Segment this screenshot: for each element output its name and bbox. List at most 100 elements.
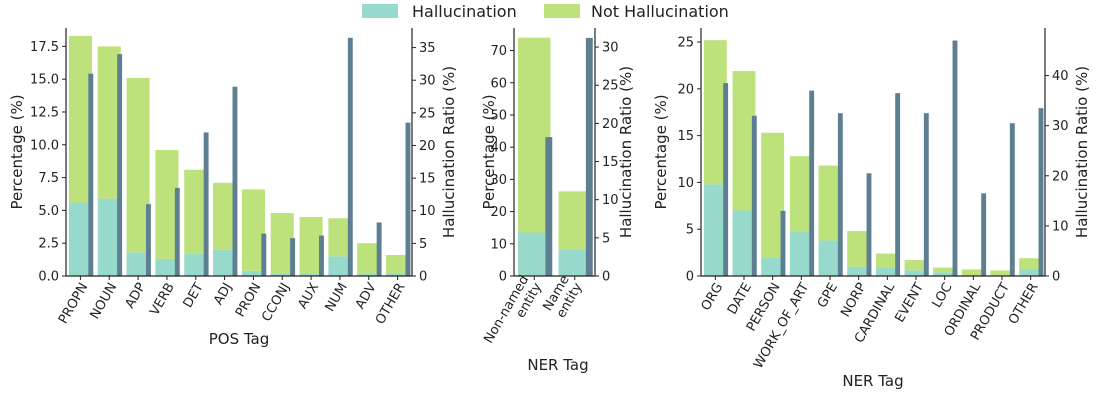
bar-not-hallucination [68,35,92,203]
y-axis-label: Percentage (%) [8,94,26,209]
bar-hallucination-ratio [203,132,209,276]
bar-hallucination [732,210,756,276]
x-tick-label: LOC [930,281,956,311]
bar-not-hallucination [933,267,957,273]
y2-tick-label: 0 [419,270,427,285]
bar-hallucination-ratio [837,113,843,276]
bar-hallucination-ratio [146,204,151,276]
y2-tick-label: 15 [602,155,619,170]
y2-tick-label: 10 [1052,219,1069,234]
bar-hallucination [875,267,899,276]
y-tick-label: 10.0 [30,138,59,153]
y-tick-label: 10 [677,176,694,191]
y2-tick-label: 0 [602,270,610,285]
y2-tick-label: 15 [419,172,436,187]
bar-hallucination [126,252,150,276]
bar-hallucination-ratio [319,235,324,276]
y2-tick-label: 25 [602,79,619,94]
bar-hallucination-ratio [585,37,593,276]
bar-hallucination-ratio [952,40,958,276]
bar-hallucination-ratio [232,86,238,276]
bar-hallucination-ratio [780,210,786,276]
x-tick-label: EVENT [892,280,927,325]
y2-axis-label: Hallucination Ratio (%) [617,66,635,238]
legend-label-hallucination: Hallucination [412,2,517,21]
x-tick-label: DATE [725,281,755,318]
y-tick-label: 20 [677,82,694,97]
bar-hallucination [357,273,381,276]
y-tick-label: 0 [499,270,507,285]
y2-tick-label: 20 [602,117,619,132]
y2-tick-label: 5 [602,231,610,246]
bar-not-hallucination [270,213,294,274]
y-tick-label: 15 [677,129,694,144]
bar-hallucination-ratio [751,115,757,277]
legend-swatch-not-hallucination [544,4,580,18]
bar-hallucination [1019,269,1043,276]
bar-hallucination-ratio [88,73,94,277]
x-tick-label: NOUN [88,281,121,322]
y2-tick-label: 35 [419,41,436,56]
bar-not-hallucination [328,218,352,257]
y-tick-label: 7.5 [38,171,59,186]
bar-hallucination-ratio [981,193,987,276]
chart-panel-2: Non-namedentityNameentity010203040506070… [480,28,635,374]
bar-not-hallucination [818,165,842,241]
y-tick-label: 25 [677,36,694,51]
bar-hallucination [558,249,591,276]
y-tick-label: 10 [490,237,507,252]
y2-tick-label: 20 [419,139,436,154]
bar-not-hallucination [761,132,785,258]
bar-hallucination [241,270,265,276]
bar-not-hallucination [961,269,985,276]
bar-hallucination [789,232,813,276]
bar-hallucination-ratio [347,37,353,276]
bar-not-hallucination [155,150,179,259]
bar-hallucination [904,270,928,276]
y-tick-label: 12.5 [30,105,59,120]
bar-hallucination [703,184,727,276]
x-axis-label: NER Tag [842,372,903,390]
y-tick-label: 70 [490,44,507,59]
y-tick-label: 17.5 [30,40,59,55]
y2-tick-label: 0 [1052,270,1060,285]
y-axis-label: Percentage (%) [480,94,498,209]
y2-axis-label: Hallucination Ratio (%) [1073,66,1091,238]
x-axis-label: NER Tag [527,356,588,374]
x-tick-label: Non-namedentity [481,273,545,354]
y2-tick-label: 10 [419,204,436,219]
y-tick-label: 30 [490,173,507,188]
bar-hallucination-ratio [174,187,180,276]
y-tick-label: 2.5 [38,237,59,252]
bar-hallucination [518,232,551,276]
bar-not-hallucination [357,243,381,274]
bar-hallucination [213,249,237,276]
bar-not-hallucination [184,169,208,254]
y-tick-label: 5 [686,223,694,238]
bar-hallucination-ratio [261,233,267,276]
bar-hallucination-ratio [1038,108,1044,276]
x-axis-label: POS Tag [209,330,270,348]
x-tick-label: Nameentity [541,273,586,321]
legend-swatch-hallucination [362,4,398,18]
x-tick-label: PRON [233,281,264,320]
bar-hallucination-ratio [290,238,296,276]
y2-tick-label: 40 [1052,69,1069,84]
bar-not-hallucination [518,37,551,233]
y2-tick-label: 20 [1052,169,1069,184]
bar-hallucination [97,198,121,276]
bar-not-hallucination [213,182,237,250]
bar-hallucination-ratio [866,173,872,276]
y-tick-label: 60 [490,76,507,91]
legend: Hallucination Not Hallucination [362,2,729,21]
bar-hallucination [184,253,208,276]
bar-not-hallucination [904,260,928,271]
x-tick-label: CCONJ [259,281,293,325]
y-tick-label: 5.0 [38,204,59,219]
bar-not-hallucination [990,270,1014,276]
bar-not-hallucination [703,40,727,185]
bar-hallucination-ratio [723,83,729,276]
